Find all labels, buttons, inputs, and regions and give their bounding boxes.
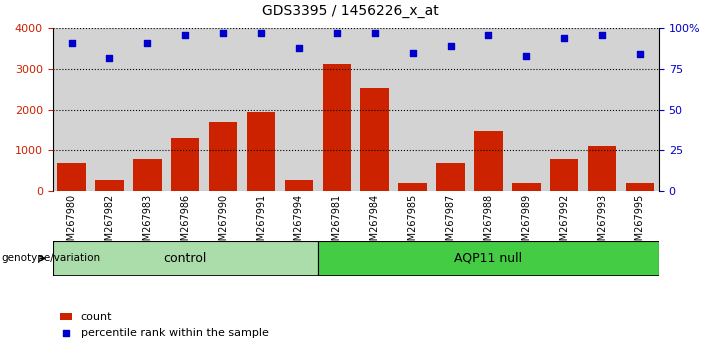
- Point: [255, 30, 266, 36]
- Point: [217, 30, 229, 36]
- Bar: [90, 28, 128, 191]
- Point: [142, 40, 153, 46]
- Text: GDS3395 / 1456226_x_at: GDS3395 / 1456226_x_at: [262, 4, 439, 18]
- Bar: [171, 138, 199, 191]
- Bar: [545, 28, 583, 191]
- Text: count: count: [81, 312, 112, 322]
- Point: [483, 32, 494, 38]
- Bar: [398, 183, 427, 191]
- Bar: [57, 164, 86, 191]
- Point: [293, 45, 304, 51]
- Bar: [355, 28, 394, 191]
- Point: [521, 53, 532, 59]
- Bar: [432, 28, 470, 191]
- Bar: [318, 28, 355, 191]
- Point: [559, 35, 570, 41]
- Bar: [204, 28, 242, 191]
- Bar: [95, 180, 123, 191]
- Point: [60, 330, 72, 336]
- Bar: [285, 180, 313, 191]
- Bar: [512, 183, 540, 191]
- Text: percentile rank within the sample: percentile rank within the sample: [81, 328, 268, 338]
- Point: [597, 32, 608, 38]
- Point: [407, 50, 418, 56]
- Bar: [583, 28, 621, 191]
- Bar: [53, 28, 90, 191]
- Text: genotype/variation: genotype/variation: [1, 253, 100, 263]
- Bar: [508, 28, 545, 191]
- Bar: [280, 28, 318, 191]
- Bar: [60, 313, 72, 320]
- Bar: [53, 241, 318, 276]
- Bar: [360, 88, 389, 191]
- Bar: [588, 147, 616, 191]
- Point: [369, 30, 381, 36]
- Bar: [247, 112, 275, 191]
- Bar: [133, 159, 161, 191]
- Point: [331, 30, 342, 36]
- Text: control: control: [163, 252, 207, 265]
- Bar: [128, 28, 166, 191]
- Bar: [474, 131, 503, 191]
- Bar: [209, 122, 238, 191]
- Bar: [621, 28, 659, 191]
- Bar: [626, 183, 654, 191]
- Bar: [318, 241, 659, 276]
- Bar: [436, 164, 465, 191]
- Bar: [550, 159, 578, 191]
- Bar: [322, 64, 351, 191]
- Bar: [394, 28, 432, 191]
- Text: AQP11 null: AQP11 null: [454, 252, 522, 265]
- Point: [104, 55, 115, 61]
- Point: [634, 52, 646, 57]
- Bar: [470, 28, 508, 191]
- Point: [445, 44, 456, 49]
- Bar: [242, 28, 280, 191]
- Point: [179, 32, 191, 38]
- Point: [66, 40, 77, 46]
- Bar: [166, 28, 204, 191]
